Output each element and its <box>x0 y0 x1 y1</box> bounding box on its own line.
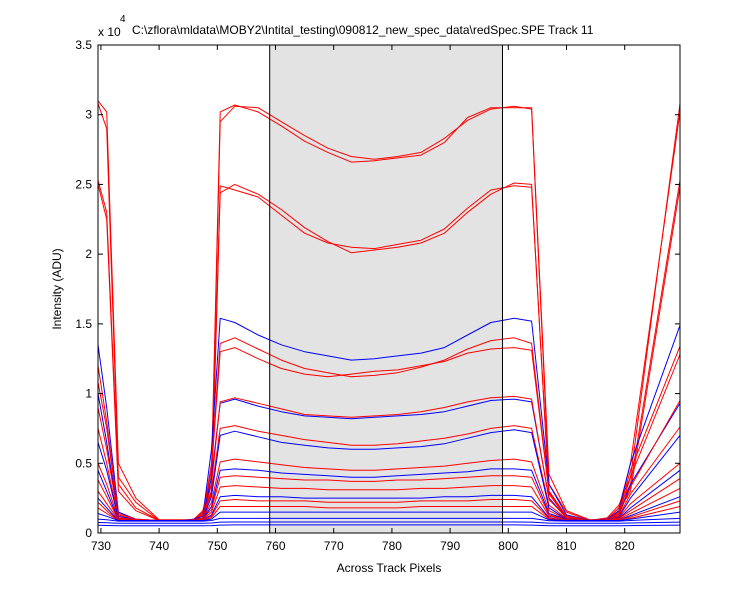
x-tick-label: 740 <box>149 539 169 553</box>
x-tick-label: 770 <box>324 539 344 553</box>
plot-frame <box>97 44 681 534</box>
x-tick-label: 750 <box>207 539 227 553</box>
chart-title: C:\zflora\mldata\MOBY2\Intital_testing\0… <box>132 23 594 37</box>
y-tick-label: 2 <box>85 247 92 261</box>
series-line-20 <box>97 517 681 522</box>
series-line-19 <box>97 511 681 521</box>
x-tick-label: 790 <box>440 539 460 553</box>
x-tick-label: 730 <box>91 539 111 553</box>
y-tick-label: 2.5 <box>75 177 92 191</box>
y-tick-label: 3.5 <box>75 38 92 52</box>
x-tick-label: 800 <box>498 539 518 553</box>
shaded-region <box>269 45 503 533</box>
x-tick-label: 810 <box>556 539 576 553</box>
y-tick-label: 1.5 <box>75 317 92 331</box>
x-tick-label: 760 <box>265 539 285 553</box>
series-line-2 <box>97 100 681 521</box>
x-tick-label: 820 <box>615 539 635 553</box>
y-exponent: 4 <box>120 14 126 25</box>
y-exponent-base: x 10 <box>98 25 121 39</box>
series-line-21 <box>97 521 681 524</box>
x-axis-label: Across Track Pixels <box>337 561 442 575</box>
y-axis-label: Intensity (ADU) <box>50 248 64 329</box>
series-line-22 <box>97 524 681 527</box>
y-tick-label: 0.5 <box>75 456 92 470</box>
x-tick-label: 780 <box>382 539 402 553</box>
y-tick-label: 1 <box>85 387 92 401</box>
y-tick-label: 3 <box>85 108 92 122</box>
y-tick-label: 0 <box>85 526 92 540</box>
